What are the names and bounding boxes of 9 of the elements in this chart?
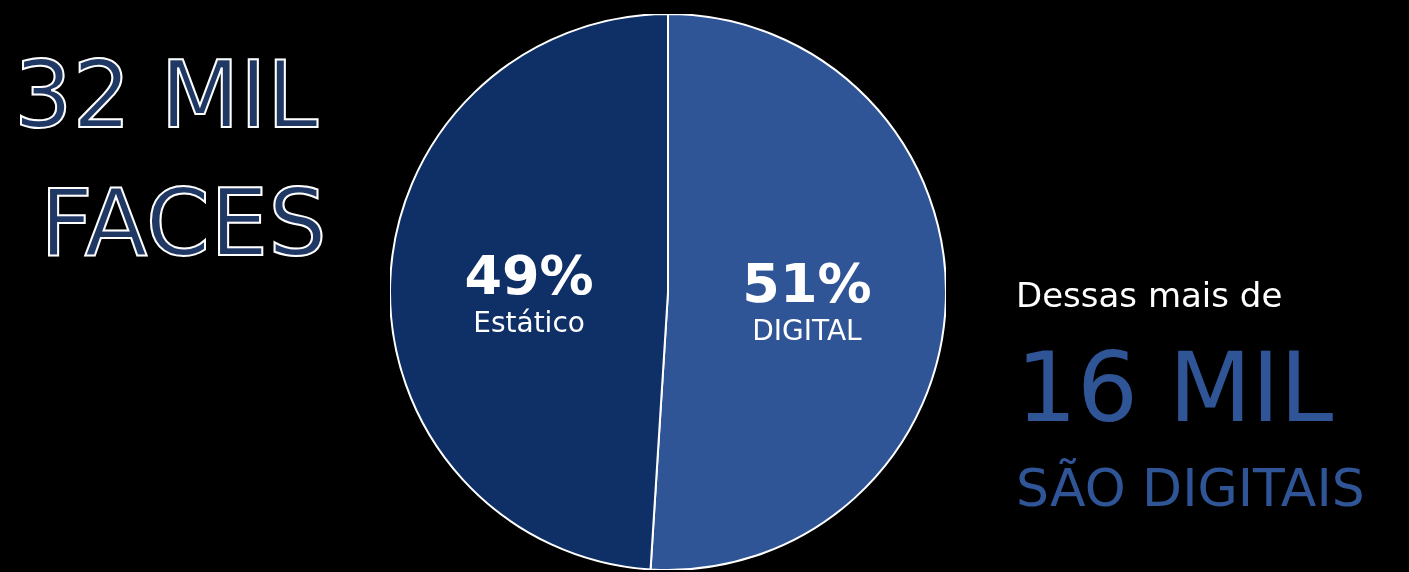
slice-label: DIGITAL [752,314,863,348]
text: SÃO DIGITAIS [1016,458,1365,518]
slice-label: Estático [473,305,585,339]
text: FACES [40,170,327,277]
data-label: 49% [464,243,594,307]
data-label: 51% [742,252,872,316]
text: 16 MIL [1016,332,1334,444]
text: Dessas mais de [1016,275,1283,315]
text: 32 MIL [14,42,319,149]
